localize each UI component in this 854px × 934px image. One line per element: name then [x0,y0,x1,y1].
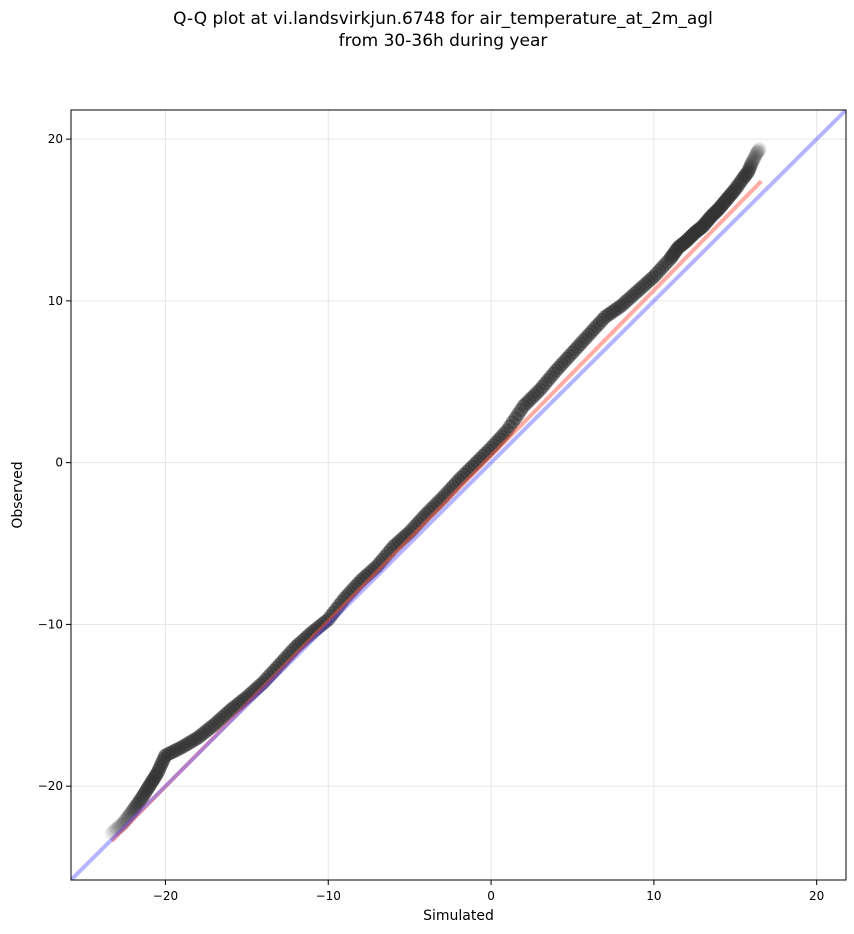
chart-title-line-1: Q-Q plot at vi.landsvirkjun.6748 for air… [173,9,713,29]
quantile-point [739,166,754,181]
quantile-point [748,148,763,163]
y-tick-label: −20 [38,779,63,793]
quantile-point [745,154,760,169]
quantile-point [743,159,758,174]
x-tick-label: 10 [646,889,661,903]
x-tick-label: 20 [809,889,824,903]
y-axis-label: Observed [10,461,26,528]
quantile-point [732,176,747,191]
x-tick-label: 0 [487,889,495,903]
quantile-point [741,163,756,178]
quantile-point [747,149,762,164]
plot-frame [70,109,847,881]
quantile-point [742,161,757,176]
quantile-point [131,795,146,810]
quantile-point [741,164,756,179]
reference-lines [71,110,846,880]
quantile-point [736,170,751,185]
x-axis-label: Simulated [423,908,494,924]
quantile-point [729,180,744,195]
quantile-point [744,157,759,172]
identity-line-blue [71,110,846,880]
quantile-point [132,794,147,809]
quantile-point [725,185,740,200]
quantile-point [740,165,755,180]
quantile-point [749,146,764,161]
chart-title: Q-Q plot at vi.landsvirkjun.6748 for air… [0,8,854,52]
chart-title-line-2: from 30-36h during year [338,31,548,51]
quantile-point [735,172,750,187]
quantile-point [750,145,765,160]
quantile-point [744,156,759,171]
y-tick-label: 10 [48,294,63,308]
quantile-point [733,174,748,189]
x-tick-label: −10 [316,889,341,903]
quantile-point [752,141,767,156]
quantile-point [742,160,757,175]
grid [71,110,846,880]
y-tick-label: −10 [38,617,63,631]
y-tick-label: 0 [55,456,63,470]
quantile-point [738,167,753,182]
quantile-point [728,182,743,197]
quantile-point [129,797,144,812]
x-tick-label: −20 [153,889,178,903]
quantile-point [747,151,762,166]
quantile-point [128,799,143,814]
quantile-point [724,187,739,202]
quantile-point [726,183,741,198]
quantile-points [104,141,767,841]
quantile-point [730,178,745,193]
quantile-point [752,142,767,157]
quantile-point [746,153,761,168]
fit-line-red [110,179,763,843]
quantile-point [751,143,766,158]
axis-ticks: −20 −10 0 10 20 −20 −10 0 10 20 [38,132,825,903]
quantile-point [751,144,766,159]
quantile-point [738,168,753,183]
quantile-point [737,169,752,184]
y-tick-label: 20 [48,132,63,146]
quantile-point [749,145,764,160]
